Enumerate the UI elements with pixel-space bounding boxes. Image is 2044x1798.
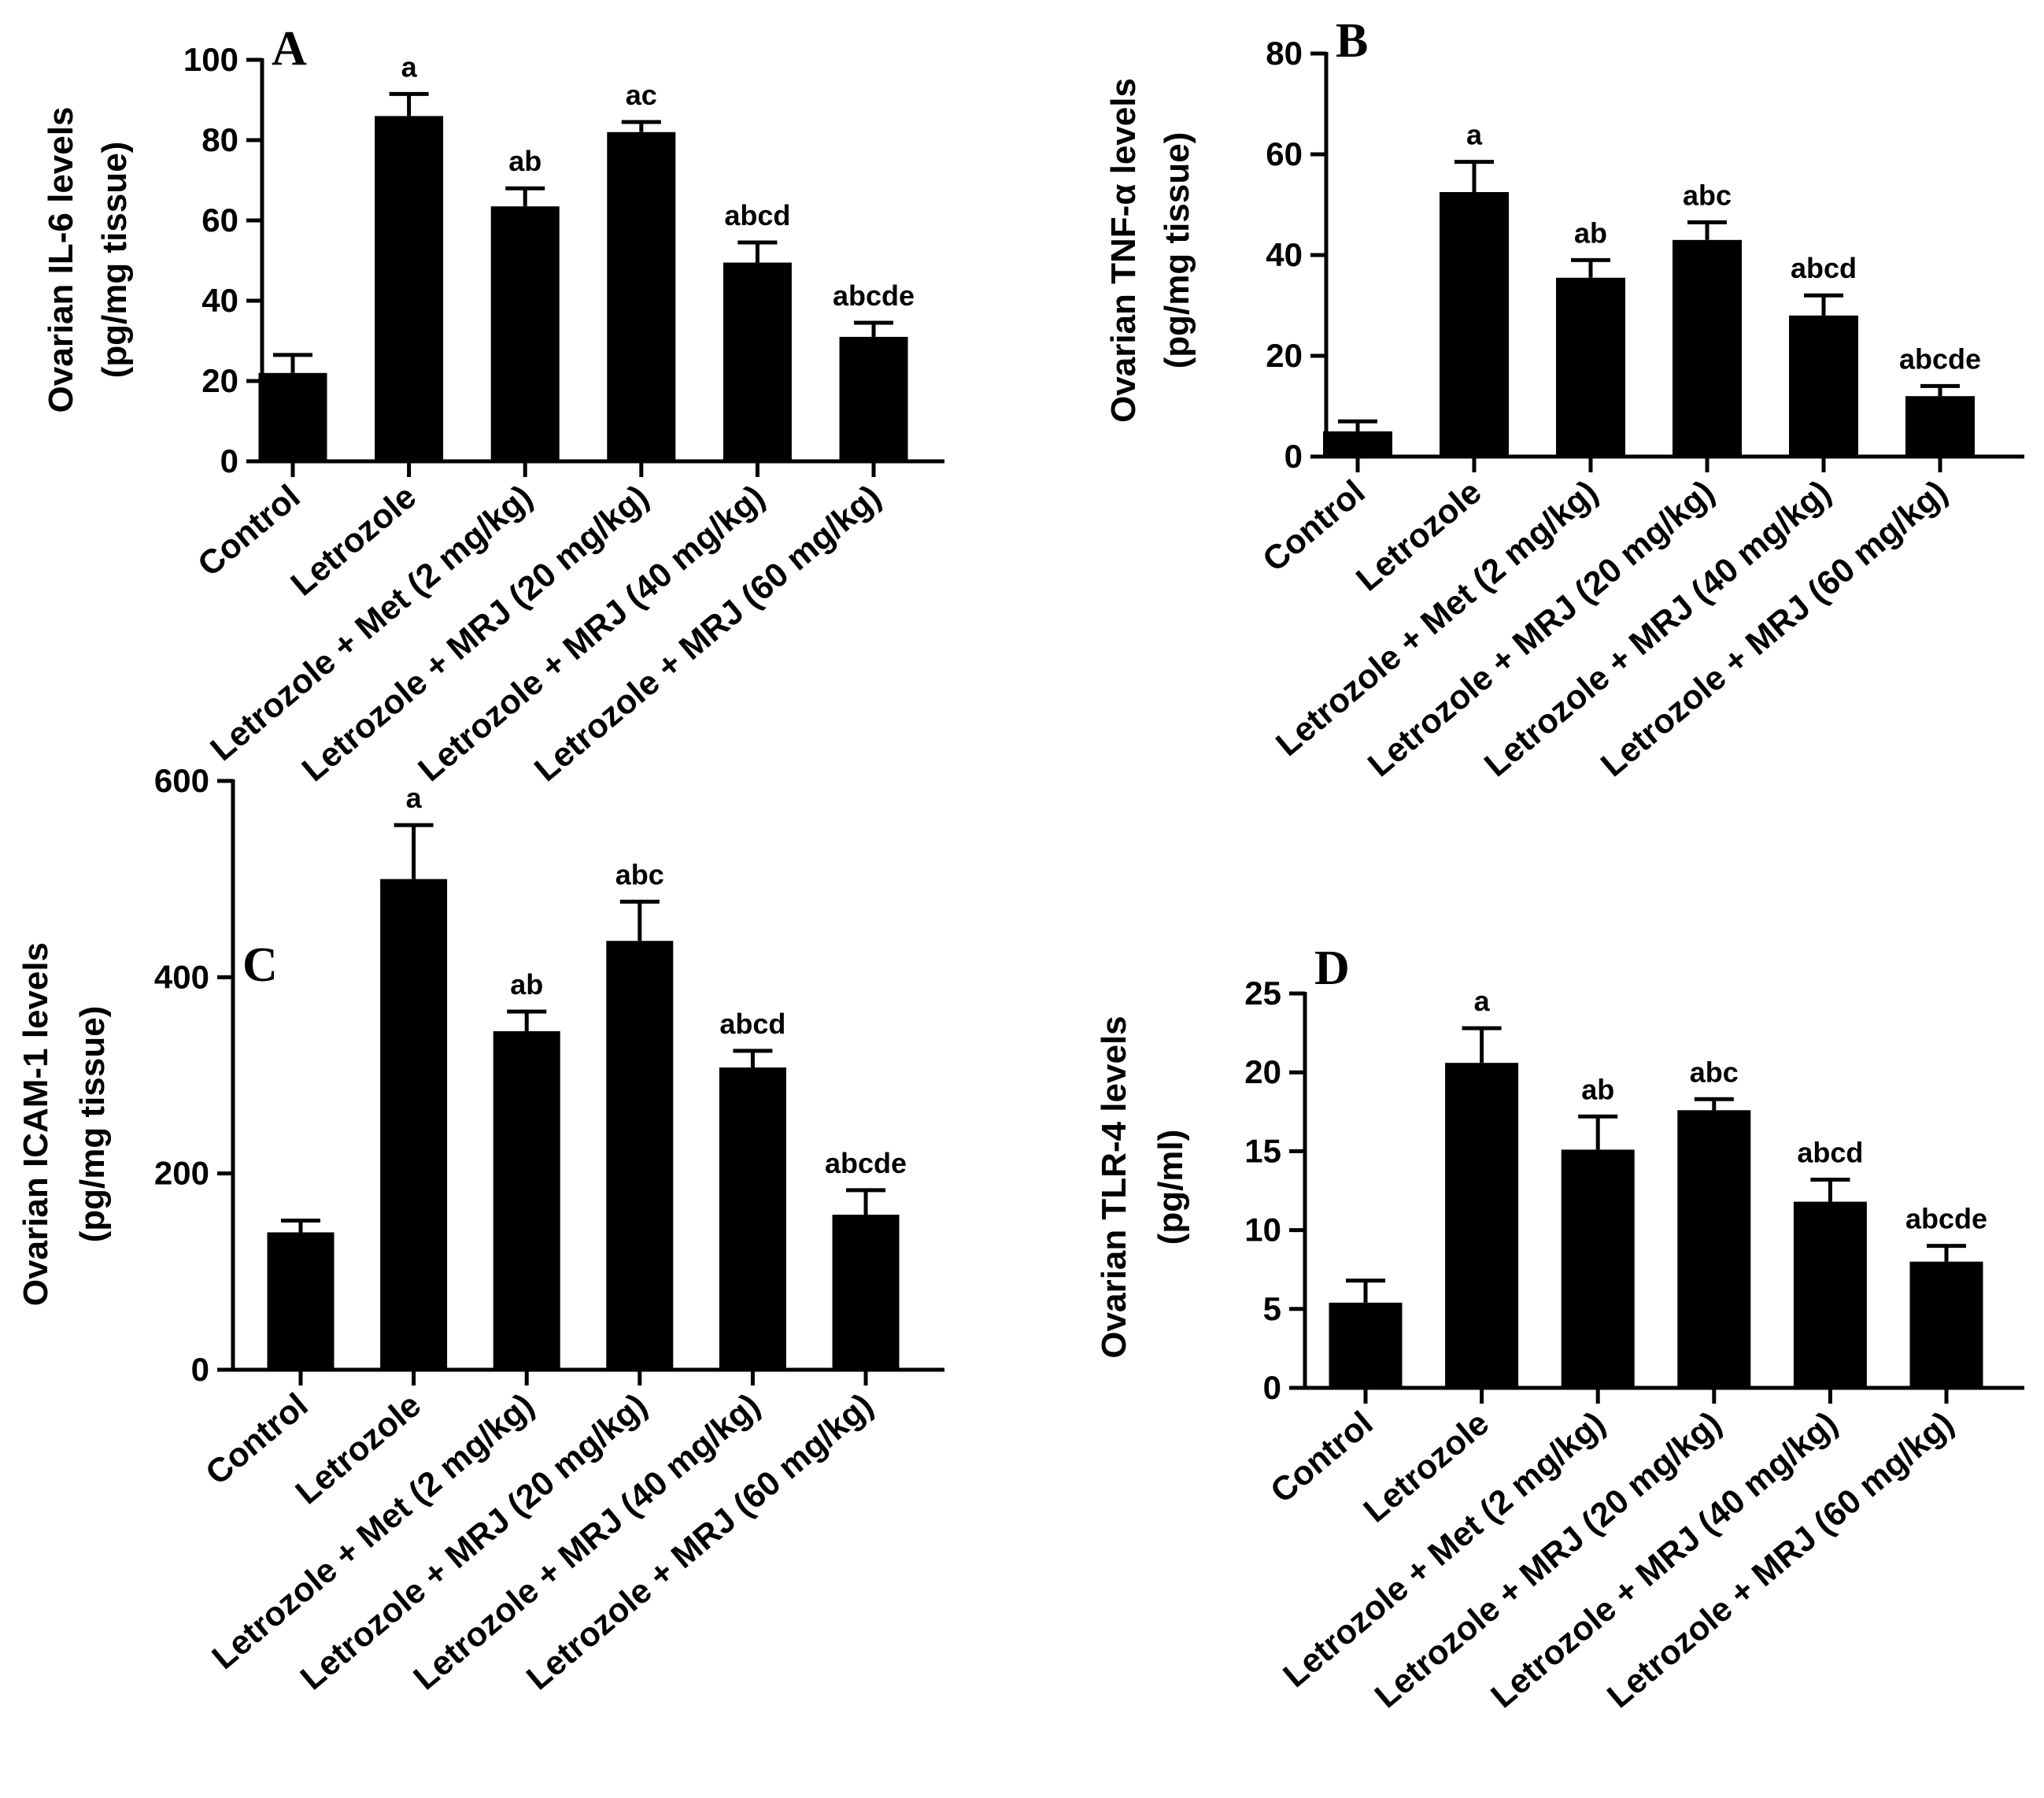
bar	[1440, 192, 1509, 457]
bar	[258, 372, 327, 461]
panel-letter: C	[242, 938, 278, 992]
y-tick-label: 0	[220, 442, 238, 479]
y-axis-title: Ovarian ICAM-1 levels	[17, 942, 55, 1306]
y-tick-label: 20	[1244, 1053, 1281, 1090]
significance-label: a	[401, 50, 418, 83]
bar	[607, 131, 676, 462]
bar	[719, 1067, 786, 1370]
bar	[1905, 396, 1975, 457]
significance-label: a	[1474, 985, 1491, 1017]
y-tick-label: 600	[154, 762, 209, 799]
significance-label: abcd	[724, 199, 790, 231]
bar	[839, 336, 908, 461]
bar	[493, 1030, 560, 1370]
significance-label: abcd	[719, 1008, 785, 1040]
significance-label: abc	[1683, 179, 1732, 211]
y-tick-label: 40	[1266, 236, 1303, 273]
significance-label: abcd	[1791, 252, 1857, 284]
significance-label: ac	[626, 79, 657, 111]
bar	[723, 262, 792, 461]
significance-label: ab	[508, 145, 541, 177]
bar	[832, 1215, 900, 1370]
y-axis-subtitle: (pg/mg tissue)	[1158, 132, 1196, 369]
y-tick-label: 100	[183, 41, 238, 78]
bar	[1323, 431, 1392, 457]
y-tick-label: 60	[201, 202, 238, 239]
y-axis-subtitle: (pg/mg tissue)	[95, 142, 134, 379]
bar	[375, 116, 444, 461]
significance-label: a	[406, 782, 423, 814]
y-axis-title: Ovarian IL-6 levels	[42, 107, 80, 413]
significance-label: ab	[1574, 216, 1607, 249]
bar	[1793, 1201, 1867, 1388]
bar	[380, 879, 448, 1370]
y-tick-label: 20	[1266, 337, 1303, 374]
y-tick-label: 80	[201, 121, 238, 158]
significance-label: abcd	[1797, 1136, 1863, 1168]
y-tick-label: 15	[1244, 1132, 1281, 1169]
panel-letter: B	[1336, 14, 1368, 68]
y-tick-label: 200	[154, 1155, 209, 1192]
y-axis-title: Ovarian TNF-α levels	[1104, 78, 1143, 423]
y-tick-label: 25	[1244, 975, 1281, 1012]
bar	[1561, 1149, 1635, 1388]
y-tick-label: 80	[1266, 35, 1303, 72]
significance-label: abc	[615, 858, 664, 890]
panel-letter: A	[272, 22, 307, 76]
y-tick-label: 5	[1263, 1290, 1281, 1327]
significance-label: abcde	[825, 1147, 907, 1179]
panel-letter: D	[1314, 942, 1350, 995]
bar	[1445, 1063, 1519, 1388]
bar	[606, 941, 674, 1370]
y-tick-label: 40	[201, 282, 238, 319]
y-tick-label: 20	[201, 362, 238, 399]
significance-label: abc	[1690, 1056, 1739, 1088]
y-axis-subtitle: (pg/ml)	[1151, 1130, 1190, 1245]
significance-label: abcde	[1899, 342, 1981, 375]
bar	[1677, 1110, 1751, 1388]
bar	[1789, 315, 1858, 457]
y-tick-label: 400	[154, 958, 209, 995]
y-axis-subtitle: (pg/mg tissue)	[73, 1006, 112, 1243]
significance-label: abcde	[1905, 1203, 1987, 1235]
bar	[1909, 1261, 1983, 1388]
y-tick-label: 0	[191, 1351, 209, 1388]
significance-label: ab	[1581, 1073, 1614, 1105]
bar	[267, 1232, 335, 1370]
significance-label: abcde	[833, 279, 915, 312]
y-tick-label: 10	[1244, 1212, 1281, 1249]
significance-label: ab	[510, 968, 543, 1001]
y-tick-label: 60	[1266, 135, 1303, 172]
y-tick-label: 0	[1263, 1369, 1281, 1406]
bar	[1329, 1302, 1403, 1388]
y-axis-title: Ovarian TLR-4 levels	[1095, 1016, 1133, 1358]
bar	[1673, 239, 1742, 457]
significance-label: a	[1466, 119, 1483, 151]
y-tick-label: 0	[1284, 438, 1303, 475]
bar	[490, 206, 560, 461]
bar	[1556, 277, 1625, 457]
